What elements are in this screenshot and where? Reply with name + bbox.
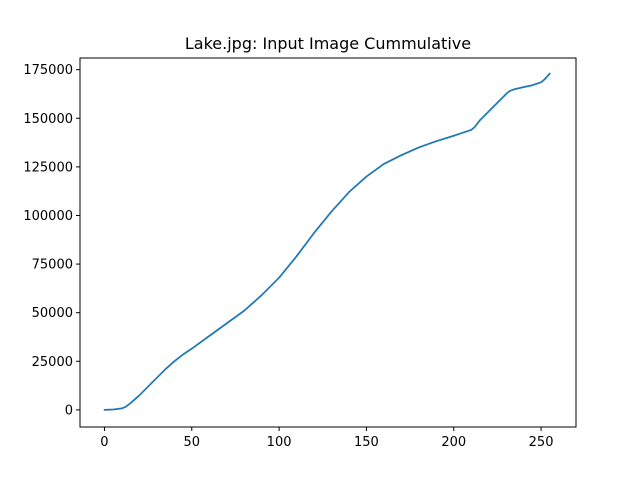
series-line	[103, 72, 551, 411]
x-tick-label: 200	[441, 435, 466, 450]
y-tick-label: 100000	[23, 209, 73, 224]
y-tick-label: 150000	[23, 112, 73, 127]
x-tick-label: 250	[529, 435, 554, 450]
y-tick-label: 25000	[32, 355, 73, 370]
y-tick-label: 0	[65, 403, 73, 418]
axes-frame	[79, 57, 577, 428]
y-tick-label: 75000	[32, 258, 73, 273]
x-tick-label: 50	[184, 435, 201, 450]
chart-title: Lake.jpg: Input Image Cummulative	[185, 34, 471, 53]
y-tick-label: 175000	[23, 63, 73, 78]
y-tick-label: 50000	[32, 306, 73, 321]
x-tick-label: 100	[267, 435, 292, 450]
x-tick-label: 150	[354, 435, 379, 450]
y-tick-label: 125000	[23, 160, 73, 175]
x-tick-label: 0	[100, 435, 108, 450]
plot-area: 0 50 100 150 200 250 0 25000 50000 75000 100000 125…	[23, 63, 553, 450]
